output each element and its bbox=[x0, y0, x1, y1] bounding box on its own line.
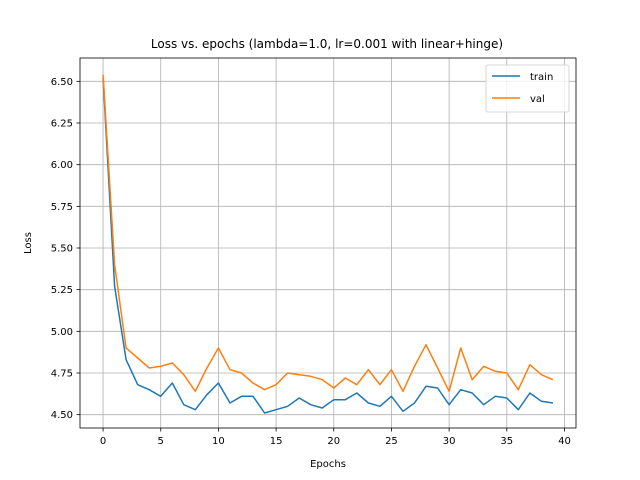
x-axis-label: Epochs bbox=[310, 459, 346, 470]
x-tick-label: 40 bbox=[558, 436, 571, 447]
plot-frame bbox=[79, 57, 577, 429]
legend-val-label: val bbox=[530, 94, 545, 105]
y-tick-label: 6.50 bbox=[51, 77, 73, 88]
series-line-val bbox=[102, 74, 554, 393]
series-line-train bbox=[102, 77, 554, 414]
x-tick-label: 20 bbox=[327, 436, 340, 447]
y-axis-label: Loss bbox=[23, 232, 34, 254]
y-tick-label: 5.75 bbox=[51, 202, 73, 213]
legend-box bbox=[485, 64, 570, 113]
y-tick-label: 5.00 bbox=[51, 327, 73, 338]
y-tick-label: 4.50 bbox=[51, 410, 73, 421]
x-tick-label: 5 bbox=[158, 436, 164, 447]
x-tick-label: 15 bbox=[270, 436, 283, 447]
y-tick-label: 6.25 bbox=[51, 119, 73, 130]
grid bbox=[80, 58, 576, 428]
axis-ticks: 0 5 10 15 20 25 30 35 40 4.50 4.75 5.00 5.25 5.50 5.75… bbox=[51, 77, 571, 447]
y-tick-label: 4.75 bbox=[51, 369, 73, 380]
y-tick-label: 5.50 bbox=[51, 244, 73, 255]
x-tick-label: 35 bbox=[500, 436, 513, 447]
y-tick-label: 5.25 bbox=[51, 285, 73, 296]
legend: train val bbox=[485, 64, 570, 113]
series-lines bbox=[102, 74, 554, 414]
x-tick-label: 30 bbox=[443, 436, 456, 447]
chart-title: Loss vs. epochs (lambda=1.0, lr=0.001 wi… bbox=[151, 37, 503, 51]
x-tick-label: 0 bbox=[100, 436, 106, 447]
y-tick-label: 6.00 bbox=[51, 160, 73, 171]
legend-train-label: train bbox=[530, 72, 553, 83]
x-tick-label: 10 bbox=[212, 436, 225, 447]
x-tick-label: 25 bbox=[385, 436, 398, 447]
